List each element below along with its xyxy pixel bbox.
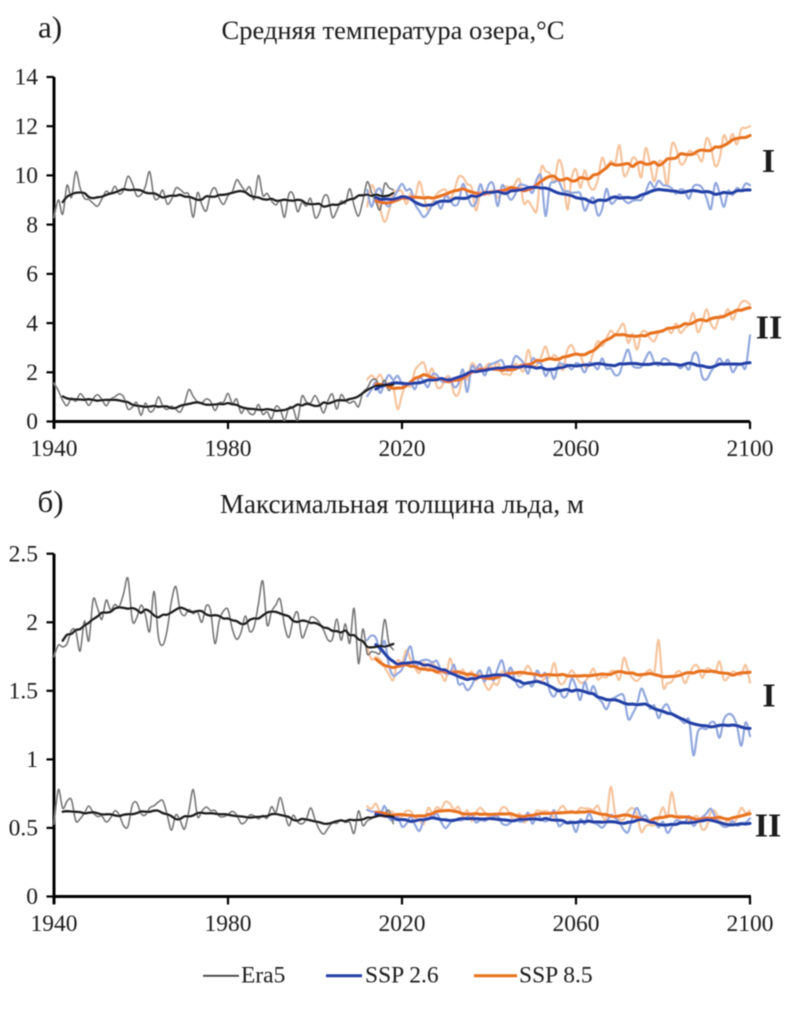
svg-text:0: 0 — [26, 409, 38, 435]
svg-text:4: 4 — [26, 311, 38, 337]
svg-text:I: I — [762, 678, 775, 715]
svg-text:0: 0 — [26, 884, 38, 910]
svg-text:8: 8 — [26, 212, 38, 238]
svg-text:2: 2 — [26, 610, 38, 636]
svg-text:14: 14 — [15, 65, 39, 91]
svg-text:а): а) — [38, 10, 62, 45]
svg-text:0.5: 0.5 — [9, 816, 38, 842]
svg-text:2020: 2020 — [379, 911, 426, 937]
svg-text:12: 12 — [15, 114, 39, 140]
svg-text:б): б) — [38, 484, 64, 519]
svg-text:Средняя температура озера,°C: Средняя температура озера,°C — [222, 15, 565, 45]
svg-text:I: I — [762, 143, 775, 180]
svg-text:SSP 8.5: SSP 8.5 — [519, 963, 593, 989]
svg-text:10: 10 — [15, 163, 39, 189]
svg-text:2060: 2060 — [553, 911, 600, 937]
svg-text:2: 2 — [26, 360, 38, 386]
svg-text:6: 6 — [26, 262, 38, 288]
svg-text:Era5: Era5 — [241, 963, 285, 989]
svg-text:1940: 1940 — [31, 911, 78, 937]
svg-text:2060: 2060 — [553, 436, 600, 462]
svg-text:1980: 1980 — [205, 911, 252, 937]
svg-text:1: 1 — [26, 747, 38, 773]
svg-text:II: II — [756, 310, 782, 347]
svg-text:2100: 2100 — [727, 436, 774, 462]
svg-text:2020: 2020 — [379, 436, 426, 462]
svg-text:II: II — [755, 808, 781, 845]
svg-text:2100: 2100 — [727, 911, 774, 937]
svg-text:2.5: 2.5 — [9, 541, 38, 567]
svg-text:1940: 1940 — [31, 436, 78, 462]
svg-text:1980: 1980 — [205, 436, 252, 462]
svg-text:SSP 2.6: SSP 2.6 — [365, 963, 439, 989]
svg-text:Максимальная толщина льда, м: Максимальная толщина льда, м — [220, 489, 584, 519]
svg-text:1.5: 1.5 — [9, 679, 38, 705]
